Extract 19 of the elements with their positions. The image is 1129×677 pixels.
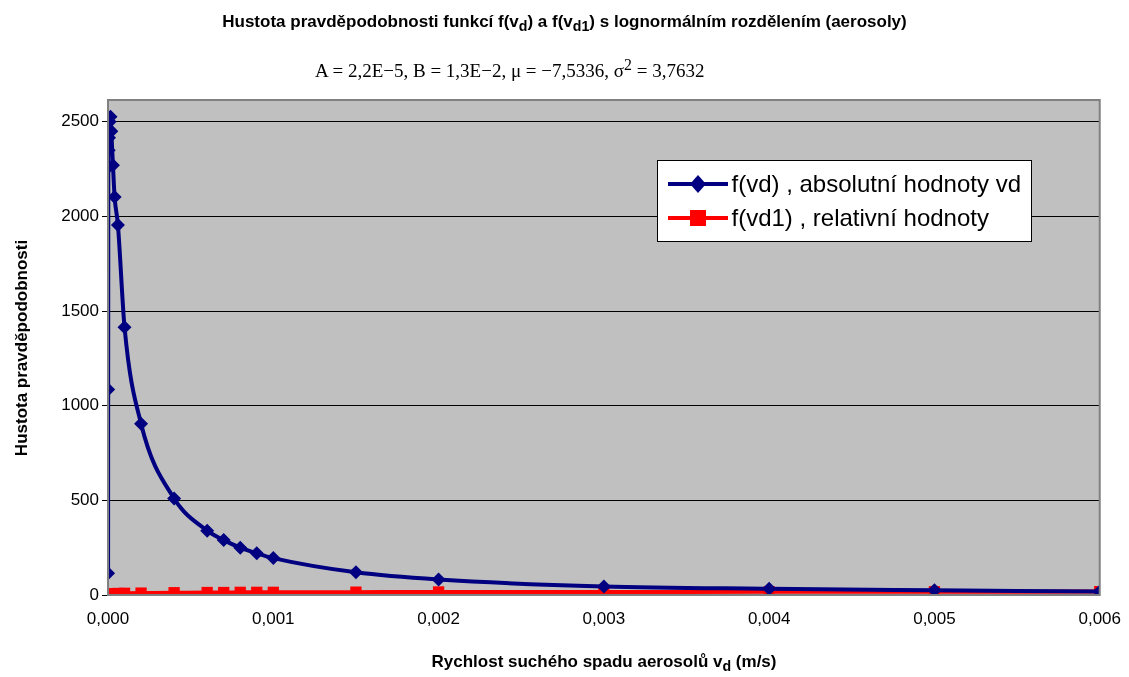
y-tick-label: 2000 <box>61 206 99 226</box>
legend-label: f(vd) , absolutní hodnoty vd <box>731 170 1021 198</box>
x-tick-label: 0,003 <box>582 608 626 628</box>
x-tick-label: 0,000 <box>86 608 130 628</box>
x-tick-label: 0,001 <box>252 608 295 628</box>
legend-label: f(vd1) , relativní hodnoty <box>731 204 989 232</box>
y-tick-label: 500 <box>70 490 99 510</box>
y-tick-label: 2500 <box>61 111 99 131</box>
chart-title: Hustota pravděpodobnosti funkcí f(v$_{d}$) a f(v$_{d1}$) s lognormálním rozdělením (aerosoly) <box>221 12 908 35</box>
x-tick-label: 0,006 <box>1078 608 1121 628</box>
y-axis-title: Hustota pravděpodobnosti <box>12 239 32 457</box>
y-tick-label: 0 <box>89 584 99 604</box>
x-tick-label: 0,002 <box>417 608 460 628</box>
x-axis-title: Rychlost suchého spadu aerosolů v$_{d}$ (m/s) <box>430 652 778 675</box>
x-tick-label: 0,005 <box>913 608 956 628</box>
y-tick-label: 1000 <box>61 395 99 415</box>
x-tick-label: 0,004 <box>747 608 791 628</box>
y-tick-label: 1500 <box>61 300 99 320</box>
text: A = 2,2E−5, B = 1,3E−2, μ = −7,5336, σ$^{2}$ = 3,7632 <box>315 52 790 85</box>
